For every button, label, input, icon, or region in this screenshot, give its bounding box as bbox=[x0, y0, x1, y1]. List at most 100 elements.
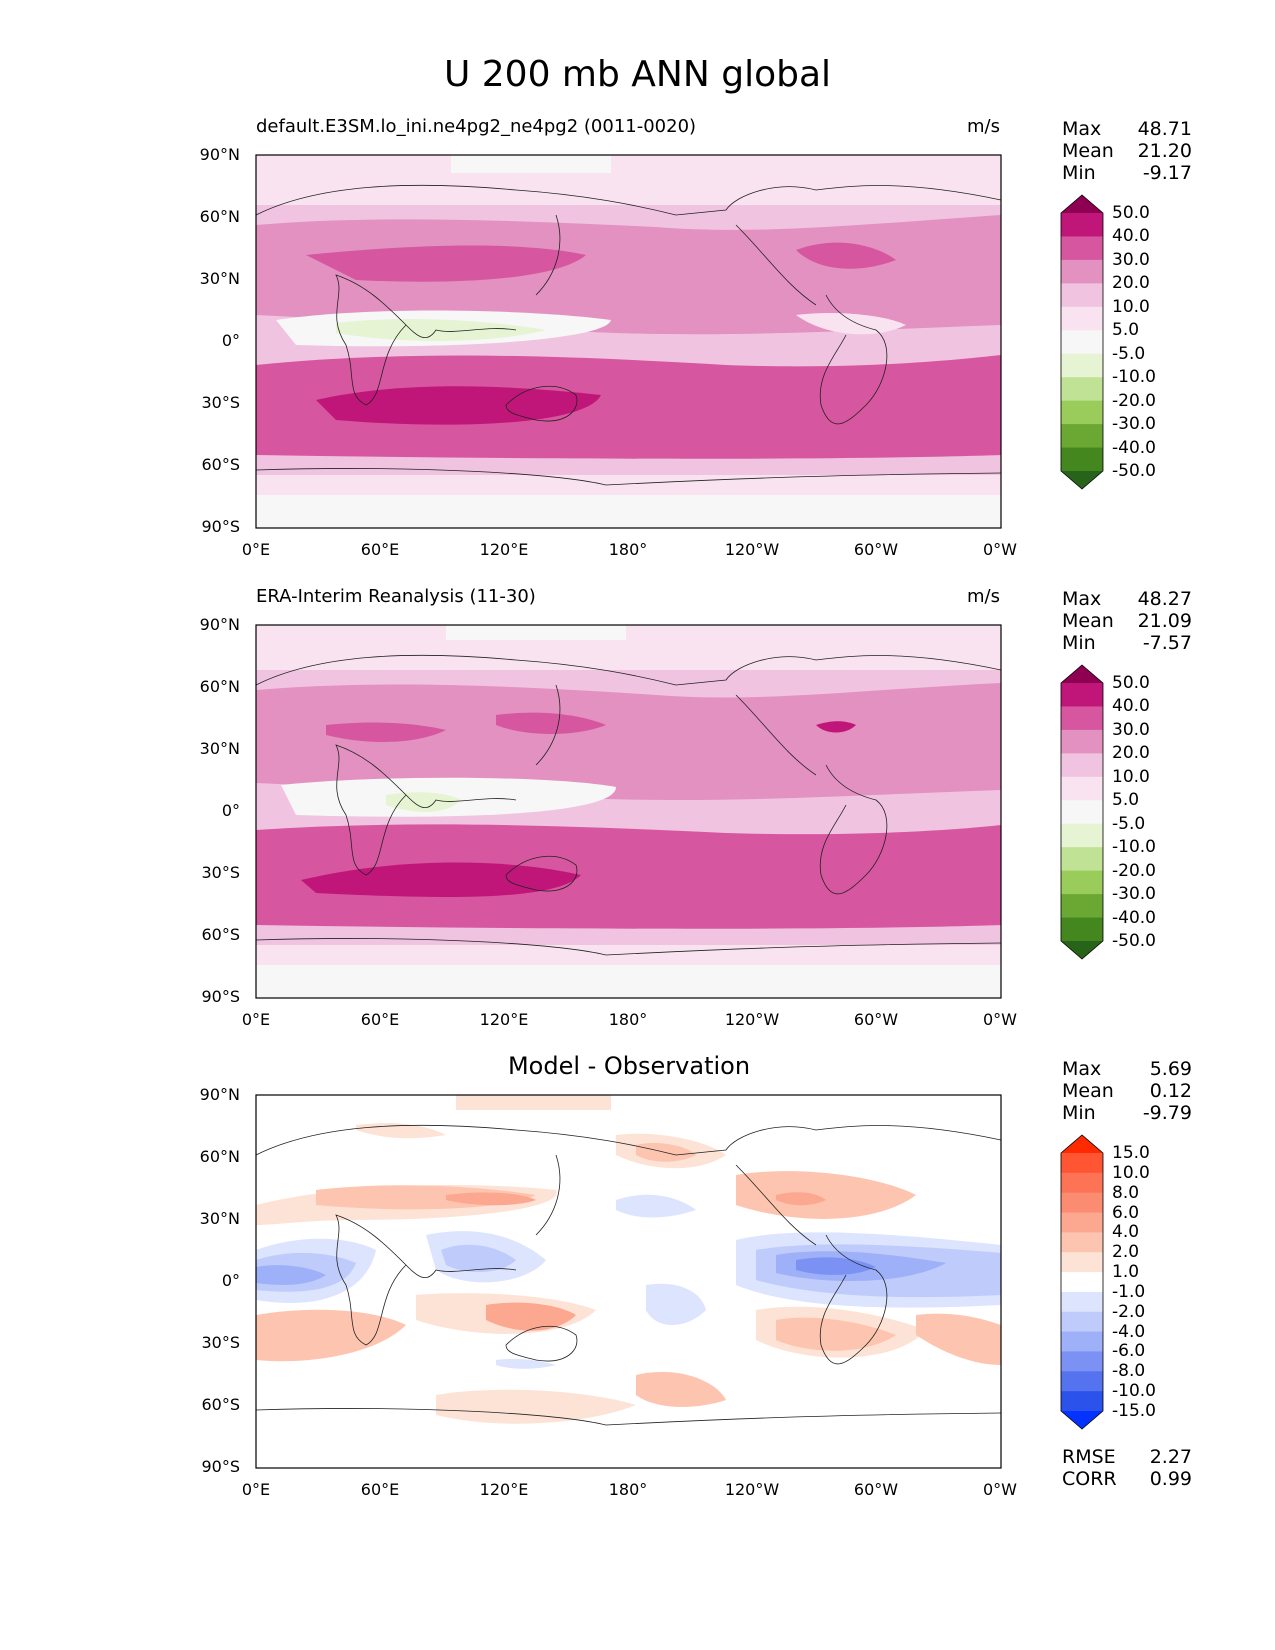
colorbar-tick-label: -1.0 bbox=[1112, 1281, 1146, 1302]
colorbar-tick-label: 2.0 bbox=[1112, 1242, 1140, 1263]
stat-label: Max bbox=[1062, 118, 1102, 140]
colorbar-swatch bbox=[1061, 283, 1103, 308]
colorbar-swatch bbox=[1061, 870, 1103, 895]
metric-label: RMSE bbox=[1062, 1446, 1116, 1468]
stat-value: 0.12 bbox=[1149, 1080, 1192, 1102]
units-label: m/s bbox=[967, 116, 1000, 137]
lon-tick: 0°W bbox=[983, 1010, 1017, 1029]
colorbar-swatch bbox=[1061, 706, 1103, 731]
panel-test: default.E3SM.lo_ini.ne4pg2_ne4pg2 (0011-… bbox=[0, 112, 1275, 582]
colorbar-swatch bbox=[1061, 1371, 1103, 1392]
colorbar-tick-label: 20.0 bbox=[1112, 743, 1150, 764]
colorbar-tick-label: -8.0 bbox=[1112, 1361, 1146, 1382]
lat-tick: 30°S bbox=[201, 1333, 240, 1352]
colorbar-tick-label: -50.0 bbox=[1112, 461, 1156, 481]
stat-value: 21.20 bbox=[1137, 140, 1192, 162]
colorbar-tick-label: -10.0 bbox=[1112, 1381, 1156, 1402]
lon-tick: 180° bbox=[608, 540, 648, 559]
lon-tick: 60°E bbox=[360, 540, 400, 559]
colorbar-tick-label: 20.0 bbox=[1112, 273, 1150, 294]
colorbar-tick-label: 40.0 bbox=[1112, 696, 1150, 717]
colorbar-tick-label: 10.0 bbox=[1112, 766, 1150, 787]
colorbar-tick-label: 15.0 bbox=[1112, 1143, 1150, 1163]
lat-tick: 0° bbox=[221, 801, 240, 820]
colorbar-swatch bbox=[1061, 753, 1103, 778]
stats-box: Max 48.71 Mean 21.20 Min -9.17 bbox=[1062, 118, 1192, 184]
lon-tick: 120°E bbox=[479, 1480, 529, 1499]
colorbar-swatch bbox=[1061, 1311, 1103, 1333]
colorbar-tick-label: 5.0 bbox=[1112, 790, 1140, 811]
colorbar-tick-label: -6.0 bbox=[1112, 1341, 1146, 1362]
stat-value: -7.57 bbox=[1142, 632, 1192, 654]
lat-tick: 60°N bbox=[199, 677, 240, 696]
colorbar-swatch bbox=[1061, 1391, 1103, 1412]
colorbar-swatch bbox=[1061, 1272, 1103, 1293]
panel-ref: ERA-Interim Reanalysis (11-30) m/s bbox=[0, 582, 1275, 1052]
colorbar-swatch bbox=[1061, 1351, 1103, 1372]
colorbar-swatch bbox=[1061, 894, 1103, 919]
stat-label: Min bbox=[1062, 1102, 1096, 1124]
lon-tick: 180° bbox=[608, 1010, 648, 1029]
colorbar-tick-label: -2.0 bbox=[1112, 1301, 1146, 1322]
colorbar-tick-label: 1.0 bbox=[1112, 1262, 1140, 1283]
colorbar-tick-label: -10.0 bbox=[1112, 837, 1156, 858]
stat-label: Min bbox=[1062, 162, 1096, 184]
stat-label: Mean bbox=[1062, 610, 1114, 632]
panel-diff: Model - Observation bbox=[0, 1052, 1275, 1522]
colorbar-tick-label: 5.0 bbox=[1112, 320, 1140, 341]
colorbar-tick-label: 4.0 bbox=[1112, 1222, 1140, 1243]
lat-tick: 30°N bbox=[199, 1209, 240, 1228]
lat-tick: 60°S bbox=[201, 455, 240, 474]
colorbar-swatch bbox=[1061, 1232, 1103, 1253]
map-diff bbox=[255, 1094, 1002, 1469]
colorbar-swatch bbox=[1061, 683, 1103, 707]
stat-label: Max bbox=[1062, 588, 1102, 610]
colorbar-tick-label: -15.0 bbox=[1112, 1401, 1156, 1421]
figure-title: U 200 mb ANN global bbox=[443, 54, 832, 95]
colorbar-swatch bbox=[1061, 917, 1103, 942]
metric-value: 0.99 bbox=[1149, 1468, 1192, 1490]
colorbar-swatch bbox=[1061, 1192, 1103, 1214]
metric-value: 2.27 bbox=[1149, 1446, 1192, 1468]
panel-title: default.E3SM.lo_ini.ne4pg2_ne4pg2 (0011-… bbox=[256, 116, 697, 137]
panel-title: ERA-Interim Reanalysis (11-30) bbox=[256, 586, 536, 607]
colorbar-swatch bbox=[1061, 400, 1103, 425]
colorbar-extend-top bbox=[1061, 195, 1103, 213]
colorbar-tick-label: 30.0 bbox=[1112, 249, 1150, 270]
colorbar bbox=[1060, 1134, 1104, 1430]
colorbar-swatch bbox=[1061, 1331, 1103, 1352]
colorbar-swatch bbox=[1061, 236, 1103, 261]
colorbar-swatch bbox=[1061, 377, 1103, 402]
lat-tick: 90°N bbox=[199, 615, 240, 634]
colorbar-swatch bbox=[1061, 1212, 1103, 1233]
metrics-box: RMSE 2.27 CORR 0.99 bbox=[1062, 1446, 1192, 1490]
colorbar-tick-label: -5.0 bbox=[1112, 343, 1146, 364]
stat-value: 5.69 bbox=[1149, 1058, 1192, 1080]
lon-tick: 120°W bbox=[724, 1010, 780, 1029]
lon-tick: 0°E bbox=[241, 1480, 271, 1499]
lat-tick: 30°N bbox=[199, 739, 240, 758]
colorbar-tick-label: 30.0 bbox=[1112, 719, 1150, 740]
colorbar-swatch bbox=[1061, 1252, 1103, 1273]
stat-value: 48.71 bbox=[1137, 118, 1192, 140]
colorbar-swatch bbox=[1061, 259, 1103, 284]
colorbar-tick-label: 6.0 bbox=[1112, 1202, 1140, 1223]
colorbar-extend-bottom bbox=[1061, 1411, 1103, 1429]
stats-box: Max 5.69 Mean 0.12 Min -9.79 bbox=[1062, 1058, 1192, 1124]
colorbar-tick-label: -5.0 bbox=[1112, 813, 1146, 834]
lat-tick: 60°S bbox=[201, 925, 240, 944]
colorbar-swatch bbox=[1061, 847, 1103, 872]
lon-tick: 60°W bbox=[853, 1010, 899, 1029]
colorbar-swatch bbox=[1061, 729, 1103, 754]
map-test bbox=[255, 154, 1002, 529]
colorbar-swatch bbox=[1061, 800, 1103, 825]
stat-value: 48.27 bbox=[1137, 588, 1192, 610]
lon-tick: 0°W bbox=[983, 1480, 1017, 1499]
colorbar-swatch bbox=[1061, 447, 1103, 472]
lon-tick: 180° bbox=[608, 1480, 648, 1499]
colorbar-swatch bbox=[1061, 823, 1103, 848]
lon-tick: 0°E bbox=[241, 540, 271, 559]
lat-tick: 30°S bbox=[201, 393, 240, 412]
colorbar-swatch bbox=[1061, 776, 1103, 801]
colorbar-tick-label: 40.0 bbox=[1112, 226, 1150, 247]
